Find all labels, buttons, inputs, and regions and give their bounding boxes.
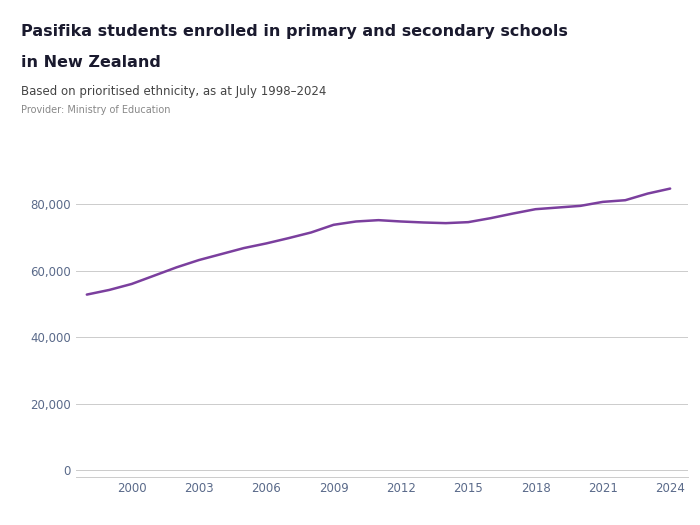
Text: figure.nz: figure.nz [576,16,650,30]
Text: Pasifika students enrolled in primary and secondary schools: Pasifika students enrolled in primary an… [21,24,568,39]
Text: in New Zealand: in New Zealand [21,55,161,70]
Text: Based on prioritised ethnicity, as at July 1998–2024: Based on prioritised ethnicity, as at Ju… [21,85,326,98]
Text: Provider: Ministry of Education: Provider: Ministry of Education [21,105,171,115]
